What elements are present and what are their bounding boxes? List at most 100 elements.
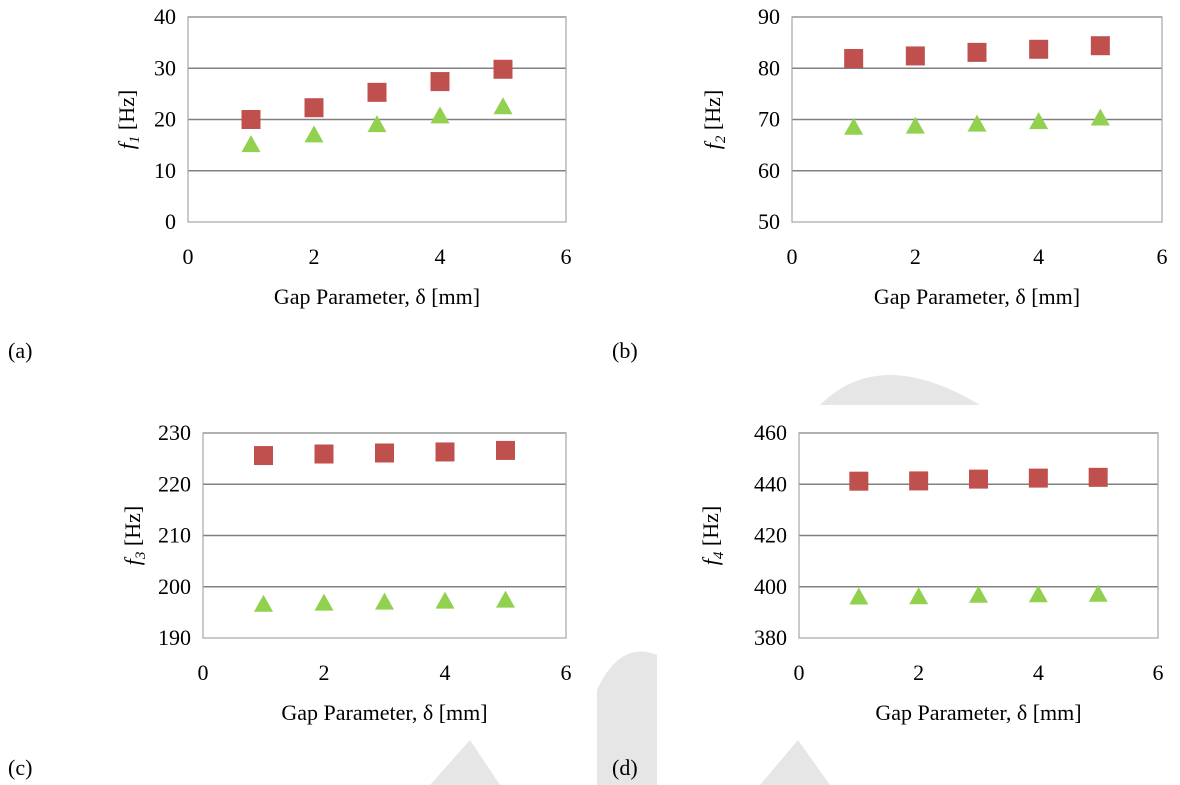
x-axis-title: Gap Parameter, δ [mm] [874, 284, 1080, 309]
data-point-triangle [314, 593, 334, 611]
data-point-square [967, 42, 987, 62]
y-tick-label: 400 [754, 574, 787, 599]
y-tick-label: 230 [158, 420, 191, 445]
y-axis-subscript: 3 [133, 552, 149, 561]
data-point-square [375, 443, 394, 463]
data-point-square [1028, 468, 1048, 488]
data-point-triangle [844, 117, 864, 135]
data-point-triangle [304, 125, 324, 143]
y-tick-label: 90 [758, 4, 780, 29]
x-tick-label: 2 [913, 660, 924, 685]
data-point-square [430, 72, 450, 92]
y-tick-label: 190 [158, 625, 191, 650]
y-axis-title: f4 [Hz] [698, 506, 727, 565]
data-point-triangle [1090, 108, 1110, 126]
x-tick-label: 4 [435, 244, 446, 269]
data-point-triangle [1029, 112, 1049, 130]
data-point-triangle [430, 106, 450, 124]
x-tick-label: 4 [1033, 244, 1044, 269]
data-point-triangle [493, 97, 513, 115]
data-point-square [493, 59, 513, 79]
y-tick-label: 210 [158, 523, 191, 548]
data-point-square [909, 471, 929, 491]
data-point-triangle [435, 591, 455, 609]
data-point-square [1029, 39, 1049, 59]
x-tick-label: 2 [910, 244, 921, 269]
panel-label: (c) [8, 755, 32, 780]
x-axis-title: Gap Parameter, δ [mm] [274, 284, 480, 309]
panel-label: (b) [612, 338, 638, 363]
watermark-pillar [597, 651, 657, 785]
y-axis-unit: [Hz] [700, 90, 725, 136]
y-tick-label: 220 [158, 471, 191, 496]
data-point-square [304, 98, 324, 118]
x-tick-label: 6 [561, 244, 572, 269]
data-point-triangle [1028, 585, 1048, 603]
y-axis-symbol: f [698, 556, 723, 565]
x-tick-label: 6 [1157, 244, 1168, 269]
y-tick-label: 70 [758, 107, 780, 132]
data-point-square [844, 49, 864, 69]
chart-panel: 380 400 420 440 460 0 2 4 6 Gap Parameter, δ [mm]… [612, 420, 1164, 780]
y-axis-title: f2 [Hz] [700, 90, 729, 149]
data-point-square [435, 442, 455, 462]
watermark [430, 375, 980, 785]
x-tick-label: 4 [440, 660, 451, 685]
y-tick-label: 200 [158, 574, 191, 599]
data-point-triangle [967, 114, 987, 132]
plot-area-border [791, 16, 1163, 223]
y-tick-label: 20 [154, 107, 176, 132]
x-tick-label: 2 [319, 660, 330, 685]
watermark-shard [430, 740, 500, 785]
plot-area-border [202, 432, 567, 639]
x-axis-title: Gap Parameter, δ [mm] [875, 700, 1081, 725]
y-tick-label: 60 [758, 158, 780, 183]
y-axis-title: f3 [Hz] [120, 506, 149, 565]
x-tick-label: 6 [561, 660, 572, 685]
x-axis-title: Gap Parameter, δ [mm] [281, 700, 487, 725]
data-point-square [1088, 467, 1108, 487]
plot-area-border [798, 432, 1159, 639]
plot-area-border [187, 16, 567, 223]
y-axis-unit: [Hz] [114, 90, 139, 136]
y-tick-label: 30 [154, 55, 176, 80]
data-point-triangle [367, 115, 387, 133]
data-point-square [969, 469, 988, 489]
y-tick-label: 80 [758, 55, 780, 80]
x-tick-label: 0 [794, 660, 805, 685]
data-point-square [314, 444, 334, 464]
data-point-triangle [1088, 584, 1108, 602]
y-axis-symbol: f [120, 556, 145, 565]
y-axis-unit: [Hz] [698, 506, 723, 552]
x-tick-label: 0 [787, 244, 798, 269]
data-point-square [496, 440, 515, 460]
y-tick-label: 10 [154, 158, 176, 183]
y-axis-subscript: 4 [711, 551, 727, 559]
watermark-arc [820, 375, 980, 405]
y-tick-label: 40 [154, 4, 176, 29]
y-axis-subscript: 2 [713, 135, 729, 143]
data-point-square [849, 471, 869, 491]
panel-label: (a) [8, 338, 32, 363]
y-tick-label: 380 [754, 625, 787, 650]
chart-panel: 0 10 20 30 40 0 2 4 6 Gap Parameter, δ [mm] f1 [Hz… [8, 4, 572, 363]
y-tick-label: 440 [754, 471, 787, 496]
chart-panel: 190 200 210 220 230 0 2 4 6 Gap Parameter, δ [mm]… [8, 420, 572, 780]
data-point-square [905, 46, 925, 66]
panel-label: (d) [612, 755, 638, 780]
y-tick-label: 460 [754, 420, 787, 445]
data-point-triangle [909, 587, 929, 605]
x-tick-label: 0 [183, 244, 194, 269]
y-tick-label: 0 [165, 209, 176, 234]
x-tick-label: 6 [1153, 660, 1164, 685]
y-axis-symbol: f [114, 140, 139, 149]
y-tick-label: 50 [758, 209, 780, 234]
data-point-square [241, 110, 261, 129]
y-axis-unit: [Hz] [120, 506, 145, 552]
data-point-square [367, 82, 387, 102]
x-tick-label: 4 [1033, 660, 1044, 685]
y-axis-title: f1 [Hz] [114, 90, 143, 149]
y-axis-symbol: f [700, 140, 725, 149]
